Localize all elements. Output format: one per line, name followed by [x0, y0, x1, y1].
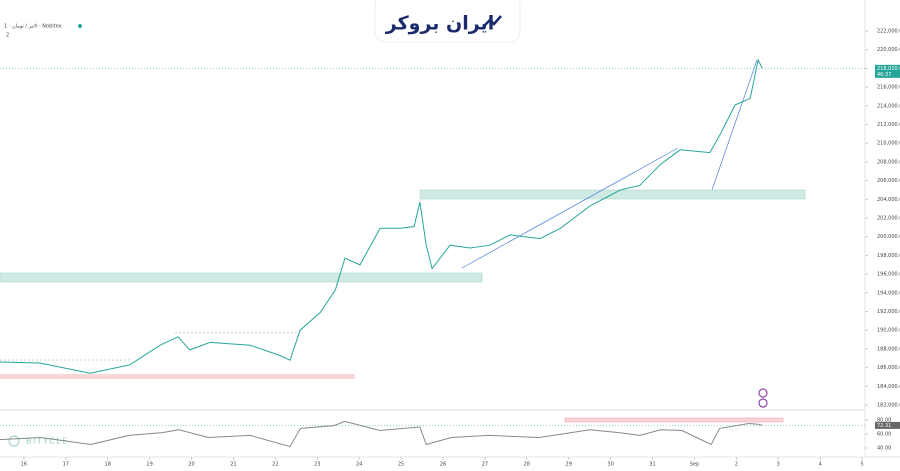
y-tick-label: 204,000.00: [877, 197, 900, 203]
trendline: [711, 59, 758, 191]
x-tick-label: 25: [398, 462, 404, 468]
logo-icon: [483, 15, 502, 27]
y-tick-label: 200,000.00: [877, 234, 900, 240]
x-tick-label: 2: [735, 462, 738, 468]
current-badge: [875, 421, 900, 429]
y-tick-label: 80.00: [877, 418, 891, 424]
y-tick-label: 188,000.00: [877, 346, 900, 352]
x-tick-label: 5: [860, 462, 863, 468]
y-tick-label: 198,000.00: [877, 253, 900, 259]
price-line: [0, 420, 763, 448]
countdown: 46:37: [877, 72, 891, 78]
y-tick-label: 190,000.00: [877, 328, 900, 334]
x-tick-label: 22: [272, 462, 278, 468]
y-tick-label: 210,000.00: [877, 141, 900, 147]
y-tick-label: 192,000.00: [877, 309, 900, 315]
support-zone: [0, 272, 483, 283]
x-tick-label: 21: [230, 462, 236, 468]
x-tick-label: 20: [188, 462, 194, 468]
y-tick-label: 182,000.00: [877, 403, 900, 409]
event-icon[interactable]: [758, 398, 768, 408]
trendline: [461, 147, 679, 269]
x-tick-label: 29: [566, 462, 572, 468]
x-tick-label: 3: [777, 462, 780, 468]
indicator-count: 2: [6, 33, 9, 39]
event-icon[interactable]: [758, 388, 768, 398]
y-tick-label: 202,000.00: [877, 216, 900, 222]
x-tick-label: 16: [21, 462, 27, 468]
x-tick-label: 27: [482, 462, 488, 468]
watermark-icon: [8, 435, 20, 447]
x-tick-label: 26: [440, 462, 446, 468]
x-tick-label: 30: [607, 462, 613, 468]
x-tick-label: Sep: [690, 462, 699, 468]
x-tick-label: 23: [314, 462, 320, 468]
current-badge: [875, 64, 900, 78]
x-tick-label: 24: [356, 462, 362, 468]
x-tick-label: 17: [63, 462, 69, 468]
y-tick-label: 212,000.00: [877, 122, 900, 128]
y-tick-label: 196,000.00: [877, 272, 900, 278]
y-tick-label: 208,000.00: [877, 159, 900, 165]
y-tick-label: 40.00: [877, 446, 891, 452]
x-tick-label: 28: [524, 462, 530, 468]
y-tick-label: 194,000.00: [877, 290, 900, 296]
y-tick-label: 216,000.00: [877, 85, 900, 91]
y-tick-label: 206,000.00: [877, 178, 900, 184]
y-tick-label: 184,000.00: [877, 384, 900, 390]
price-line: [0, 58, 763, 374]
y-tick-label: 214,000.00: [877, 103, 900, 109]
x-tick-label: 18: [105, 462, 111, 468]
x-tick-label: 19: [146, 462, 152, 468]
rsi-zone: [564, 417, 784, 423]
current-label: 218,010.00: [877, 66, 900, 72]
status-dot: [78, 24, 82, 28]
resistance-zone: [0, 374, 355, 379]
y-tick-label: 60.00: [877, 432, 891, 438]
logo-text: ایران بروکر: [385, 13, 494, 35]
x-tick-label: 4: [819, 462, 822, 468]
x-tick-label: 31: [649, 462, 655, 468]
symbol-info: تتر / تومان · 1h · Nobitex: [4, 24, 62, 30]
y-tick-label: 220,000.00: [877, 47, 900, 53]
y-tick-label: 222,000.00: [877, 29, 900, 35]
y-tick-label: 186,000.00: [877, 365, 900, 371]
logo-box: [374, 0, 521, 43]
watermark: BITYCLE: [26, 437, 69, 446]
current-label: 72.31: [877, 423, 891, 429]
